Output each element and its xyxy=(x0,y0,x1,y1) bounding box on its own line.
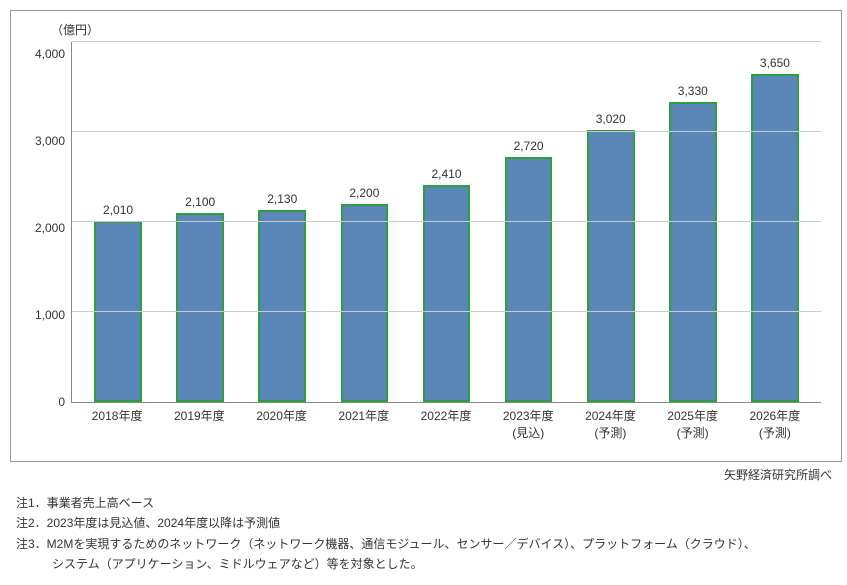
gridline xyxy=(72,311,821,312)
bar-slot: 3,020 xyxy=(570,42,652,402)
y-tick-label: 3,000 xyxy=(35,135,65,147)
bar-slot: 2,010 xyxy=(77,42,159,402)
y-tick-label: 4,000 xyxy=(35,48,65,60)
x-axis: 2018年度2019年度2020年度2021年度2022年度2023年度(見込)… xyxy=(71,402,821,442)
bar-slot: 3,650 xyxy=(734,42,816,402)
bar-value-label: 2,130 xyxy=(267,192,297,206)
plot-area: 2,010 2,100 2,130 2,200 2,410 2,720 3,020 3,330… xyxy=(71,42,821,403)
bar-value-label: 2,010 xyxy=(103,203,133,217)
footnote-3a: 注3．M2Mを実現するためのネットワーク（ネットワーク機器、通信モジュール、セン… xyxy=(16,534,837,554)
bar-value-label: 2,720 xyxy=(514,139,544,153)
bar: 2,130 xyxy=(258,210,306,402)
bar: 2,720 xyxy=(505,157,553,402)
bar-slot: 3,330 xyxy=(652,42,734,402)
bar-value-label: 2,100 xyxy=(185,195,215,209)
x-axis-label: 2019年度 xyxy=(158,402,240,442)
plot-wrap: 4,000 3,000 2,000 1,000 0 2,010 2,100 2,13… xyxy=(21,42,821,402)
gridline xyxy=(72,131,821,132)
y-tick-label: 0 xyxy=(58,396,65,408)
x-axis-label: 2024年度(予測) xyxy=(569,402,651,442)
y-tick-label: 2,000 xyxy=(35,222,65,234)
x-axis-label: 2026年度(予測) xyxy=(734,402,816,442)
bar: 3,330 xyxy=(669,102,717,402)
bar-slot: 2,410 xyxy=(405,42,487,402)
gridline xyxy=(72,41,821,42)
bar-slot: 2,130 xyxy=(241,42,323,402)
bar: 2,200 xyxy=(341,204,389,402)
x-axis-label: 2025年度(予測) xyxy=(652,402,734,442)
chart-container: （億円） 4,000 3,000 2,000 1,000 0 2,010 2,10… xyxy=(10,10,842,462)
bar: 2,410 xyxy=(423,185,471,402)
bar: 3,650 xyxy=(751,74,799,403)
bar-value-label: 2,200 xyxy=(349,186,379,200)
bar-value-label: 2,410 xyxy=(431,167,461,181)
bar-value-label: 3,650 xyxy=(760,56,790,70)
bar-value-label: 3,020 xyxy=(596,112,626,126)
bars-group: 2,010 2,100 2,130 2,200 2,410 2,720 3,020 3,330… xyxy=(72,42,821,402)
x-axis-label: 2018年度 xyxy=(76,402,158,442)
footnote-3b: システム（アプリケーション、ミドルウェアなど）等を対象とした。 xyxy=(16,554,837,574)
y-axis: 4,000 3,000 2,000 1,000 0 xyxy=(21,42,71,402)
source-attribution: 矢野経済研究所調べ xyxy=(10,466,832,483)
x-axis-label: 2021年度 xyxy=(323,402,405,442)
bar-slot: 2,720 xyxy=(488,42,570,402)
y-tick-label: 1,000 xyxy=(35,309,65,321)
bar-value-label: 3,330 xyxy=(678,84,708,98)
x-axis-label: 2023年度(見込) xyxy=(487,402,569,442)
x-axis-label: 2022年度 xyxy=(405,402,487,442)
footnote-1: 注1．事業者売上高ベース xyxy=(16,493,837,513)
bar-slot: 2,100 xyxy=(159,42,241,402)
x-axis-label: 2020年度 xyxy=(240,402,322,442)
bar: 2,100 xyxy=(176,213,224,402)
gridline xyxy=(72,221,821,222)
bar: 3,020 xyxy=(587,130,635,402)
y-axis-unit: （億円） xyxy=(51,21,821,38)
footnotes: 注1．事業者売上高ベース 注2．2023年度は見込値、2024年度以降は予測値 … xyxy=(10,493,837,575)
bar-slot: 2,200 xyxy=(323,42,405,402)
